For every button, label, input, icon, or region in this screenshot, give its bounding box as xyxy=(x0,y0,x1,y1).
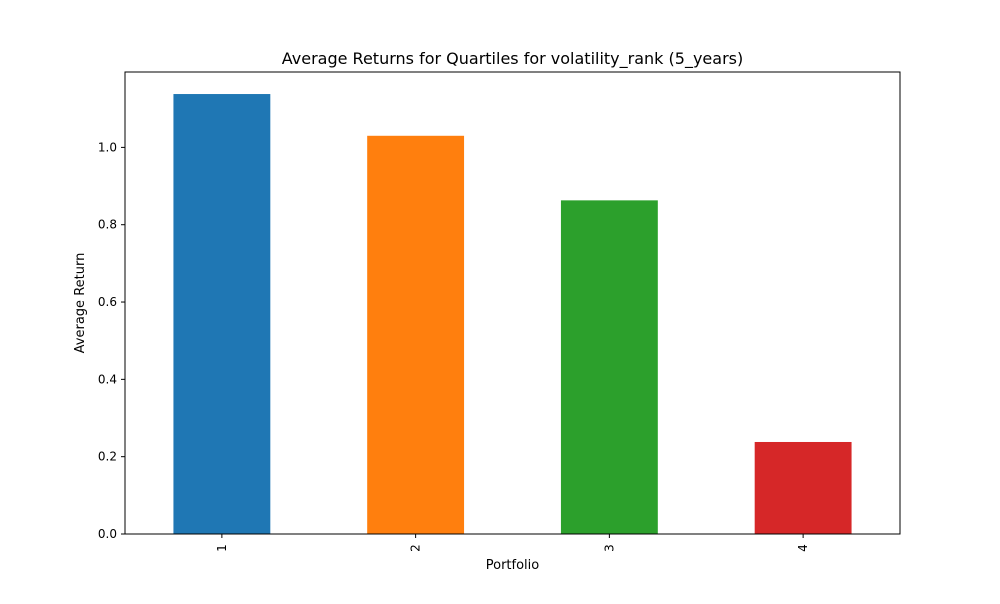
y-tick-label: 0.0 xyxy=(98,527,117,541)
y-tick-label: 1.0 xyxy=(98,140,117,154)
x-axis-label: Portfolio xyxy=(486,558,540,573)
bar-portfolio-3 xyxy=(560,200,658,535)
chart-title: Average Returns for Quartiles for volati… xyxy=(282,49,743,69)
y-tick-label: 0.6 xyxy=(98,295,117,309)
y-tick-label: 0.8 xyxy=(98,218,117,232)
bar-portfolio-4 xyxy=(754,441,852,534)
x-tick-label: 3 xyxy=(602,544,616,552)
plot-area-frame xyxy=(124,71,901,535)
x-tick-label: 2 xyxy=(409,544,423,552)
y-tick-label: 0.2 xyxy=(98,450,117,464)
x-axis: 1 2 3 4 xyxy=(215,534,810,552)
x-tick-label: 4 xyxy=(796,544,810,552)
y-axis-label: Average Return xyxy=(73,253,88,354)
bars-layer xyxy=(173,94,852,535)
bar-portfolio-2 xyxy=(367,135,465,534)
bar-portfolio-1 xyxy=(173,94,271,535)
y-tick-label: 0.4 xyxy=(98,372,117,386)
x-tick-label: 1 xyxy=(215,544,229,552)
y-axis: 0.0 0.2 0.4 0.6 0.8 1.0 xyxy=(98,140,125,541)
